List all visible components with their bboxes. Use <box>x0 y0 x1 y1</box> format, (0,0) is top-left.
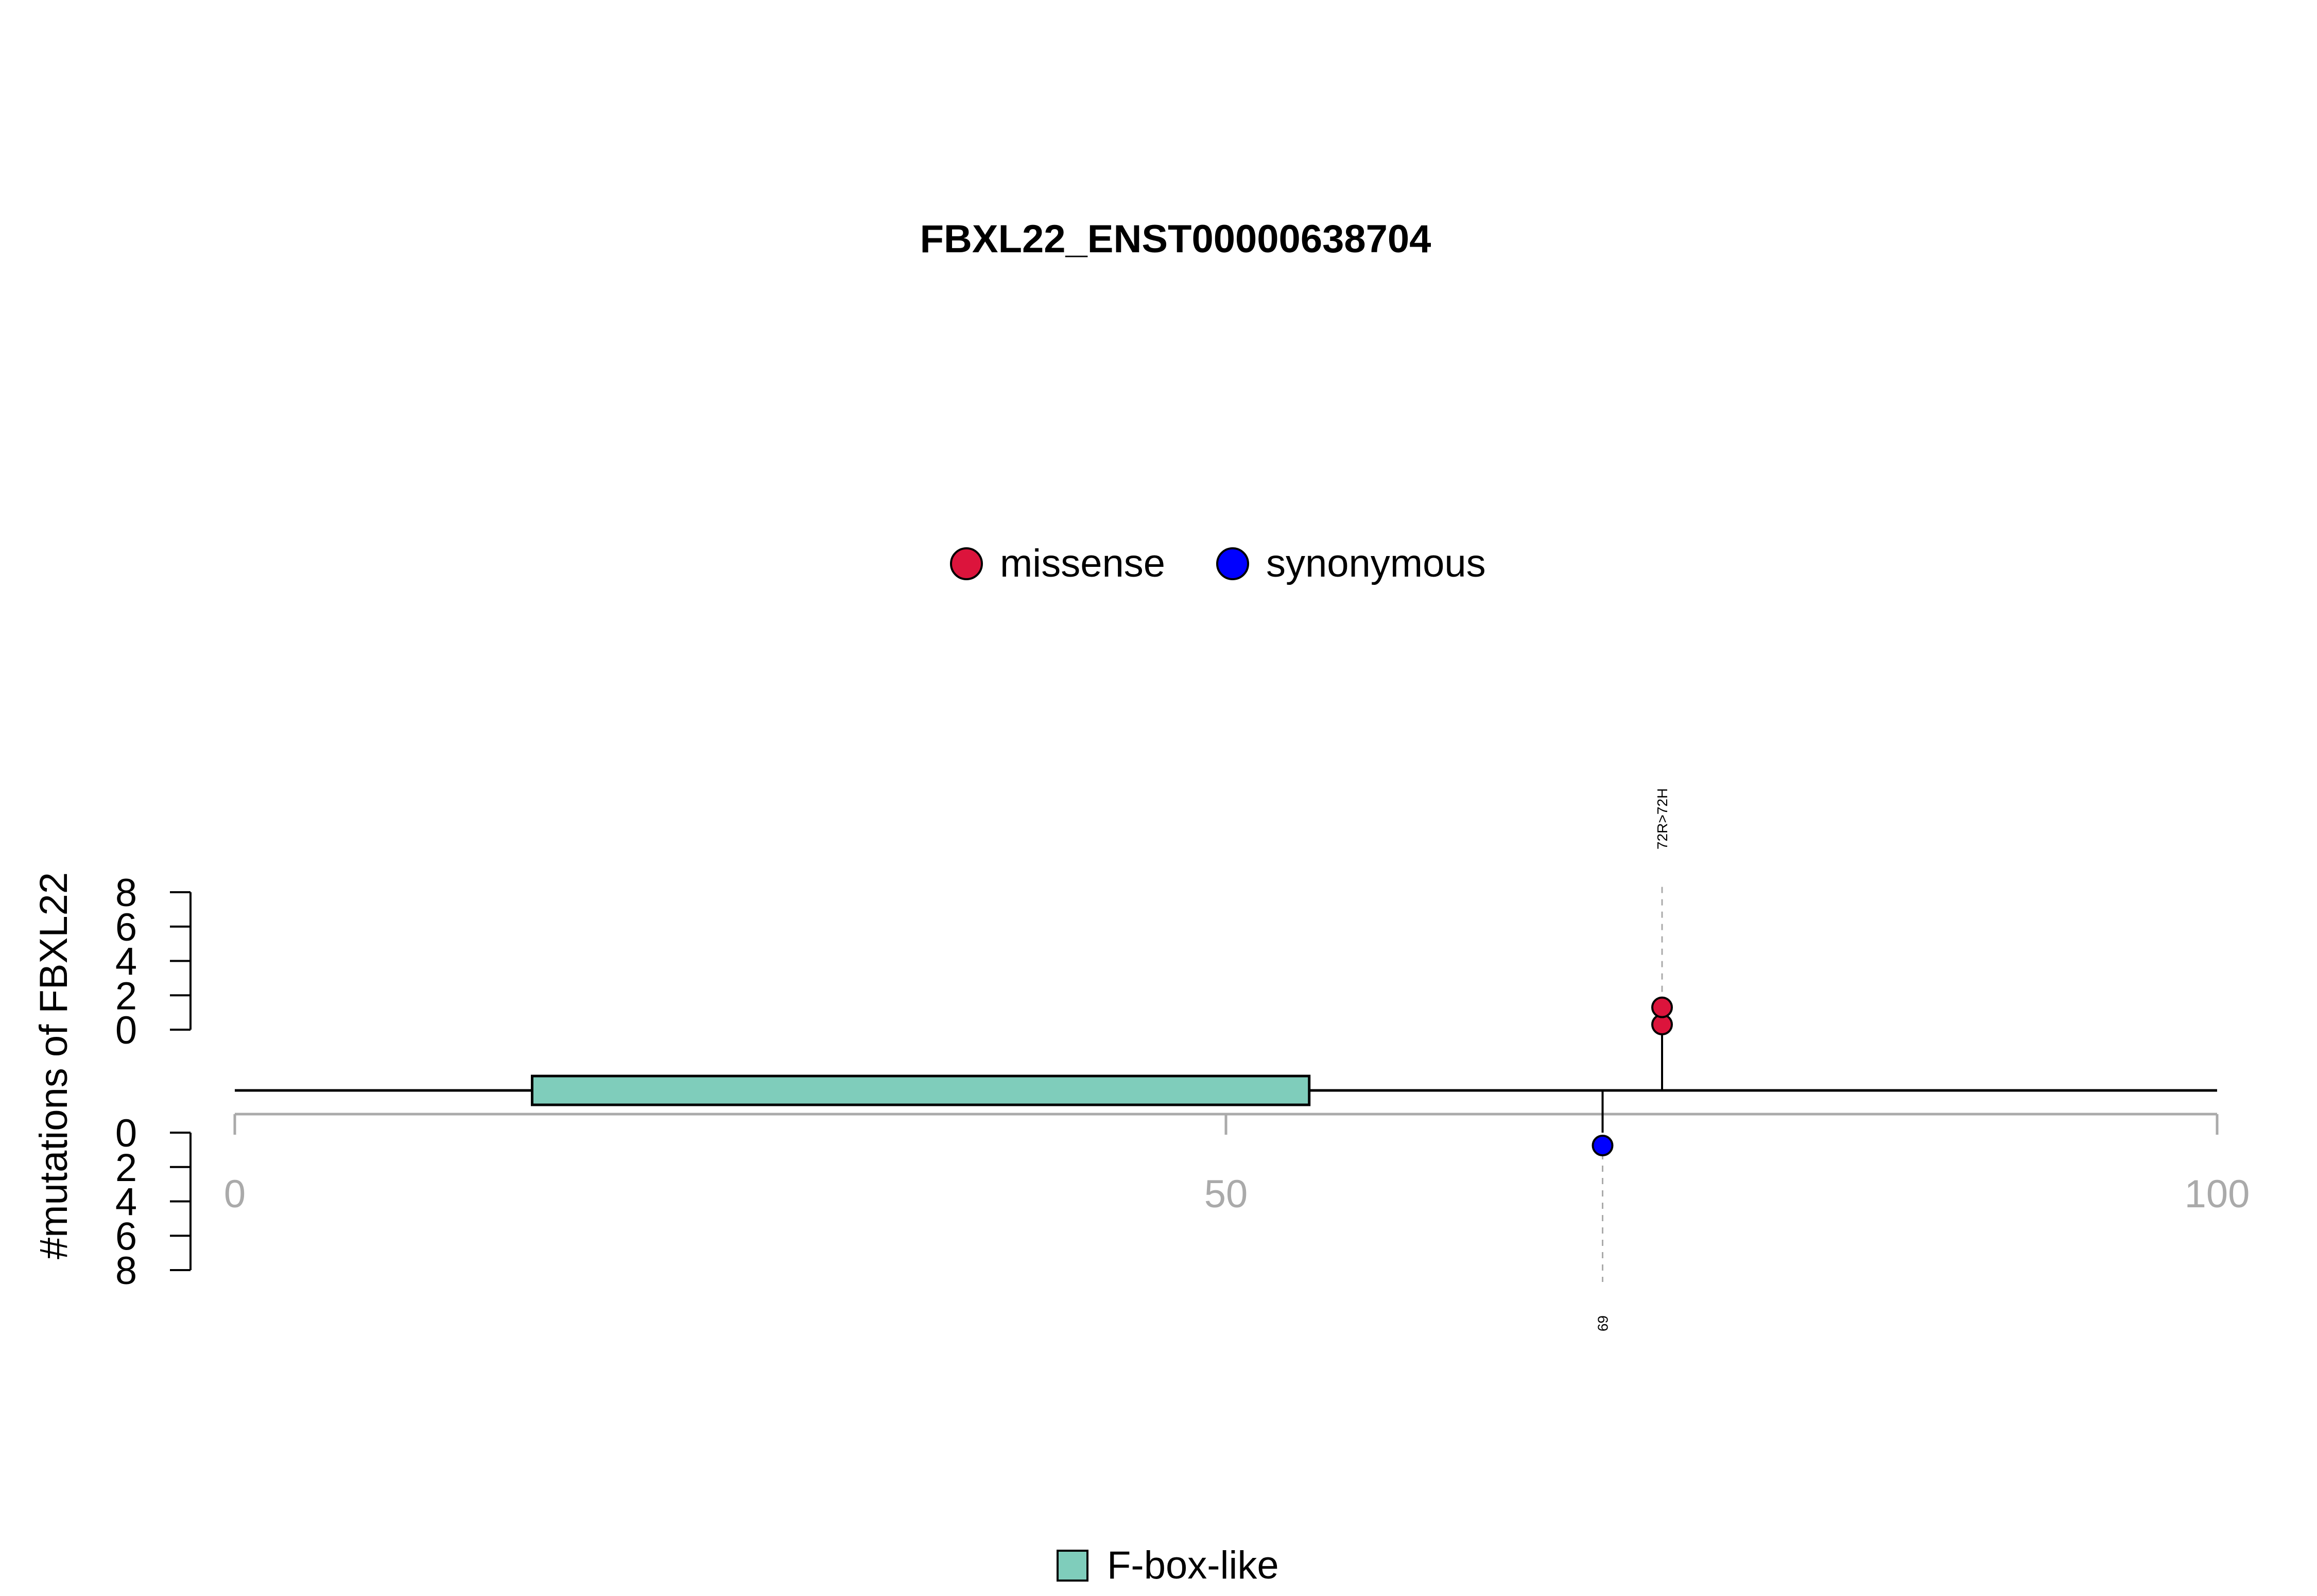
protein-track <box>235 1074 2217 1106</box>
y-tick-label-lower: 2 <box>115 1146 137 1190</box>
y-tick-label-upper: 2 <box>115 974 137 1018</box>
legend-missense-marker <box>950 547 983 580</box>
mutation-point <box>1651 996 1673 1018</box>
domain-legend-label: F-box-like <box>1107 1543 1279 1587</box>
mutation-point <box>1592 1135 1614 1156</box>
y-tick-label-lower: 8 <box>115 1249 137 1293</box>
legend-synonymous-marker <box>1216 547 1249 580</box>
x-tick-label: 100 <box>2185 1172 2250 1216</box>
x-tick-label: 0 <box>224 1172 246 1216</box>
mutation-label: 72R>72H <box>1654 788 1670 849</box>
y-tick-label-lower: 4 <box>115 1181 137 1224</box>
y-tick-label-upper: 0 <box>115 1009 137 1052</box>
y-tick-label-upper: 4 <box>115 940 137 984</box>
y-axis-label: #mutations of FBXL22 <box>32 872 76 1259</box>
legend-synonymous-label: synonymous <box>1266 542 1486 585</box>
domain-box <box>531 1074 1311 1106</box>
domain-legend: F-box-like <box>1057 1543 1279 1587</box>
x-tick-label: 50 <box>1204 1172 1248 1216</box>
legend-missense-label: missense <box>1000 542 1165 585</box>
y-tick-label-upper: 8 <box>115 871 137 915</box>
y-tick-label-upper: 6 <box>115 906 137 949</box>
mutation-marks: 72R>72H 69 <box>1592 788 1673 1331</box>
y-tick-label-lower: 6 <box>115 1215 137 1258</box>
x-axis: 0 50 100 <box>224 1113 2250 1216</box>
legend: missense synonymous <box>950 542 1486 585</box>
y-tick-label-lower: 0 <box>115 1112 137 1155</box>
domain-legend-swatch <box>1057 1550 1088 1582</box>
chart-title: FBXL22_ENST00000638704 <box>920 217 1431 261</box>
mutation-label: 69 <box>1595 1315 1611 1331</box>
